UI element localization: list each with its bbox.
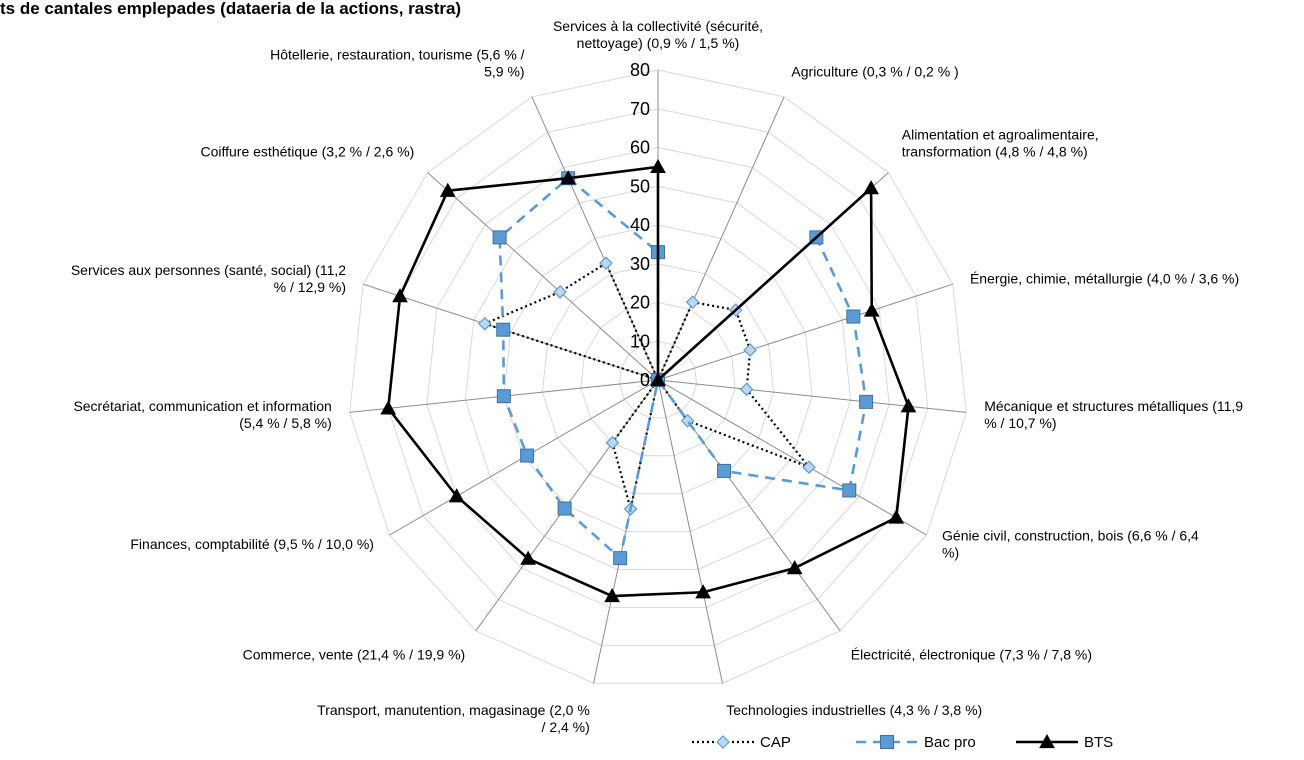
data-point-square xyxy=(496,389,511,404)
axis-spoke xyxy=(657,283,953,381)
category-label: Alimentation et agroalimentaire, transfor… xyxy=(902,127,1099,160)
radial-tick-label: 80 xyxy=(630,60,650,80)
axis-spoke xyxy=(657,379,723,684)
data-point-square xyxy=(520,448,535,463)
data-point-triangle xyxy=(888,509,905,524)
grid-ring xyxy=(618,340,698,419)
category-label: Transport, manutention, magasinage (2,0 … xyxy=(317,702,590,735)
grid-ring xyxy=(426,146,890,608)
category-label: Génie civil, construction, bois (6,6 % /… xyxy=(942,528,1199,561)
data-point-diamond xyxy=(477,316,492,331)
category-label: Électricité, électronique (7,3 % / 7,8 %… xyxy=(851,646,1092,662)
data-point-triangle xyxy=(380,400,397,415)
legend: CAP Bac pro BTS xyxy=(692,733,1113,751)
data-point-triangle xyxy=(650,158,666,173)
data-point-diamond xyxy=(743,343,757,357)
data-point-diamond xyxy=(605,435,620,450)
axis-spoke xyxy=(427,172,659,381)
data-point-diamond xyxy=(716,735,730,749)
category-label: Hôtellerie, restauration, tourisme (5,6 … xyxy=(270,46,525,79)
data-point-square xyxy=(492,230,507,245)
data-point-triangle xyxy=(560,170,577,185)
legend-label: Bac pro xyxy=(924,734,976,751)
data-point-square xyxy=(846,309,861,324)
data-point-triangle xyxy=(448,488,465,503)
data-point-diamond xyxy=(685,295,700,309)
data-point-diamond xyxy=(739,382,754,397)
category-labels: Services à la collectivité (sécurité, net… xyxy=(71,18,1243,735)
legend-item: BTS xyxy=(1016,733,1113,751)
radial-tick-label: 60 xyxy=(630,138,650,158)
data-point-square xyxy=(557,501,572,516)
axis-spoke xyxy=(657,379,967,413)
data-point-diamond xyxy=(802,460,816,475)
category-label: Mécanique et structures métalliques (11,… xyxy=(984,398,1243,431)
grid-ring xyxy=(541,263,775,495)
axis-spoke xyxy=(657,379,927,536)
data-point-triangle xyxy=(863,180,879,195)
series-bts xyxy=(380,158,917,603)
data-point-triangle xyxy=(695,584,711,599)
chart-title: ts de cantales emplepades (dataeria de l… xyxy=(0,0,461,18)
data-point-triangle xyxy=(439,182,456,197)
data-point-square xyxy=(842,483,857,498)
legend-label: BTS xyxy=(1084,734,1113,751)
axis-spoke xyxy=(593,379,659,684)
legend-item: Bac pro xyxy=(856,734,976,751)
data-point-triangle xyxy=(604,588,620,603)
grid-ring xyxy=(464,185,852,571)
category-label: Énergie, chimie, métallurgie (4,0 % / 3,… xyxy=(970,271,1239,287)
data-point-square xyxy=(613,551,628,566)
axis-spoke xyxy=(531,96,659,381)
grid-ring xyxy=(580,301,736,457)
data-point-square xyxy=(496,322,511,337)
category-label: Services à la collectivité (sécurité, net… xyxy=(553,18,763,51)
legend-label: CAP xyxy=(760,734,791,751)
data-point-triangle xyxy=(392,288,408,303)
data-point-triangle xyxy=(1039,733,1055,749)
data-point-triangle xyxy=(900,398,917,413)
category-label: Commerce, vente (21,4 % / 19,9 %) xyxy=(243,646,466,662)
radial-tick-label: 30 xyxy=(630,254,650,274)
radial-tick-label: 20 xyxy=(630,293,650,313)
data-point-square xyxy=(717,463,732,478)
category-label: Finances, comptabilité (9,5 % / 10,0 %) xyxy=(130,536,374,552)
grid-ring xyxy=(387,108,929,646)
data-series xyxy=(380,158,917,603)
radial-tick-label: 40 xyxy=(630,215,650,235)
legend-item: CAP xyxy=(692,734,791,751)
category-label: Secrétariat, communication et informatio… xyxy=(73,398,331,431)
radar-grid xyxy=(349,69,967,684)
data-point-triangle xyxy=(650,371,666,387)
radial-tick-label: 0 xyxy=(640,370,650,390)
grid-ring xyxy=(349,69,967,684)
radial-tick-labels: 0 10 20 30 40 50 60 70 80 xyxy=(630,60,650,390)
data-point-diamond xyxy=(553,284,567,299)
data-point-triangle xyxy=(786,560,803,575)
grid-ring xyxy=(503,224,813,533)
category-label: Coiffure esthétique (3,2 % / 2,6 %) xyxy=(200,144,414,160)
radial-tick-label: 70 xyxy=(630,99,650,119)
radial-tick-label: 50 xyxy=(630,176,650,196)
data-point-diamond xyxy=(599,256,613,271)
data-point-square xyxy=(859,394,874,409)
radial-tick-label: 10 xyxy=(630,331,650,351)
category-label: Agriculture (0,3 % / 0,2 % ) xyxy=(791,63,958,79)
category-label: Services aux personnes (santé, social) (… xyxy=(71,262,346,295)
series-line xyxy=(386,165,910,598)
category-label: Technologies industrielles (4,3 % / 3,8 … xyxy=(726,702,982,718)
data-point-square xyxy=(880,735,894,749)
data-point-triangle xyxy=(863,302,880,317)
data-point-triangle xyxy=(520,550,537,565)
